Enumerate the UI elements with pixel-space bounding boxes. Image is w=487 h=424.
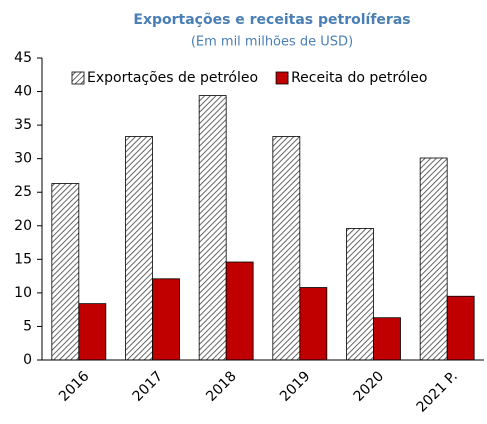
bar — [299, 287, 328, 361]
legend-swatch — [275, 71, 289, 85]
x-tick-label: 2020 — [351, 368, 388, 405]
y-tick-label: 25 — [14, 184, 32, 200]
y-tick-label: 45 — [14, 50, 32, 66]
chart-title: Exportações e receitas petrolíferas — [133, 12, 410, 28]
legend-label: Exportações de petróleo — [87, 70, 258, 86]
bar — [125, 136, 153, 361]
y-tick-label: 35 — [14, 117, 32, 133]
bar — [152, 278, 180, 361]
legend-swatch — [71, 71, 85, 85]
bar — [419, 157, 448, 361]
y-tick-label: 0 — [23, 352, 32, 368]
bar — [272, 136, 301, 361]
y-tick-label: 30 — [14, 151, 32, 167]
bar — [446, 295, 475, 361]
chart-subtitle: (Em mil milhões de USD) — [191, 35, 353, 50]
y-tick-label: 10 — [14, 285, 32, 301]
bar — [346, 228, 374, 361]
y-tick-label: 5 — [23, 318, 32, 334]
x-tick-label: 2018 — [203, 368, 240, 405]
x-tick-label: 2021 P. — [414, 368, 461, 415]
x-tick-label: 2016 — [56, 368, 93, 405]
x-tick-label: 2019 — [277, 368, 314, 405]
bar — [78, 303, 107, 361]
legend-label: Receita do petróleo — [291, 70, 427, 86]
bar — [198, 95, 227, 361]
x-tick-label: 2017 — [130, 368, 167, 405]
y-tick-label: 15 — [14, 251, 32, 267]
bar — [373, 317, 401, 361]
bar — [225, 261, 254, 361]
y-tick-label: 20 — [14, 218, 32, 234]
y-tick-label: 40 — [14, 84, 32, 100]
bar — [51, 183, 80, 361]
